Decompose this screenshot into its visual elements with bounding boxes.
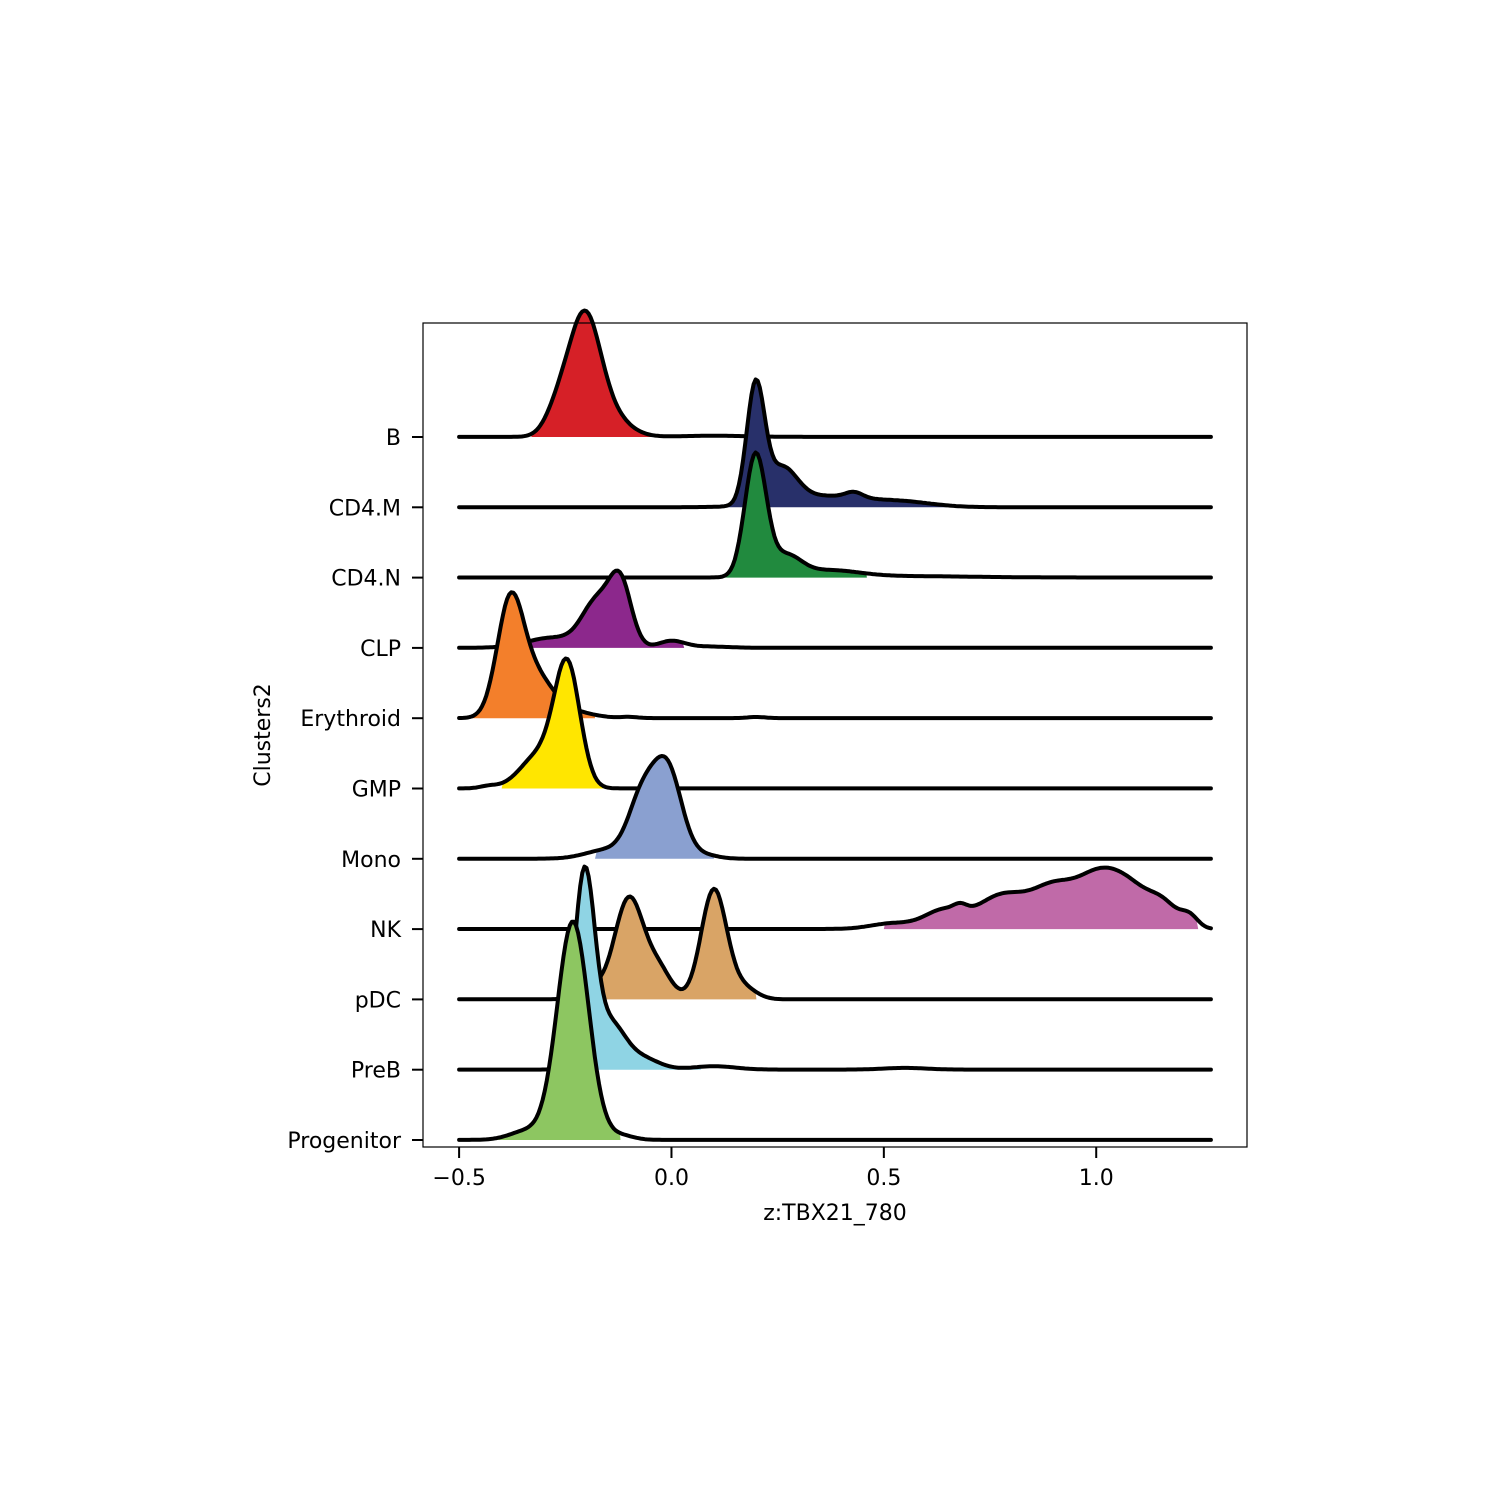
- y-tick-label: NK: [370, 918, 401, 943]
- x-tick-label: 1.0: [1079, 1166, 1114, 1191]
- ridge-fill: [578, 888, 757, 1000]
- ridge-fill: [531, 310, 821, 437]
- y-tick-label: Erythroid: [300, 707, 401, 732]
- y-tick-label: B: [386, 426, 401, 451]
- ridge-outline: [457, 568, 1213, 650]
- y-axis-title: Clusters2: [251, 683, 276, 787]
- ridge-b: [457, 308, 1213, 439]
- ridge-outline: [457, 450, 1213, 580]
- ridge-outline: [457, 308, 1213, 439]
- y-tick-label: CD4.M: [329, 496, 401, 521]
- ridge-outline: [457, 864, 1213, 1072]
- y-tick-label: CLP: [360, 637, 401, 662]
- y-tick-label: GMP: [352, 778, 401, 803]
- ridge-outline: [457, 919, 1213, 1142]
- ridge-cd4-n: [457, 450, 1213, 580]
- y-tick-label: Mono: [341, 848, 401, 873]
- ridge-fill: [883, 867, 1199, 930]
- ridge-clp: [457, 568, 1213, 650]
- x-axis: −0.5 0.0 0.5 1.0: [432, 1147, 1114, 1191]
- ridge-fill: [709, 379, 948, 508]
- ridge-cd4-m: [457, 377, 1213, 510]
- x-tick-label: 0.5: [866, 1166, 901, 1191]
- x-tick-label: −0.5: [432, 1166, 485, 1191]
- ridge-outline: [457, 590, 1213, 721]
- ridge-background: [459, 452, 1211, 578]
- ridge-outline: [457, 656, 1213, 791]
- y-tick-label: pDC: [355, 988, 401, 1013]
- y-tick-label: Progenitor: [287, 1129, 402, 1154]
- ridge-progenitor: [457, 919, 1213, 1142]
- x-axis-title: z:TBX21_780: [763, 1201, 907, 1226]
- y-axis: B CD4.M CD4.N CLP Erythroid GMP Mono NK pDC PreB P…: [287, 426, 423, 1154]
- ridge-erythroid: [457, 590, 1213, 721]
- ridge-outline: [457, 377, 1213, 510]
- ridge-fill: [518, 570, 685, 648]
- ridge-mono: [457, 754, 1213, 861]
- ridges-group: [457, 308, 1213, 1142]
- ridge-fill: [595, 756, 714, 859]
- y-tick-label: CD4.N: [331, 567, 401, 592]
- ridge-outline: [457, 754, 1213, 861]
- y-tick-label: PreB: [351, 1059, 401, 1084]
- plot-frame: [422, 322, 1248, 1148]
- ridge-gmp: [457, 656, 1213, 791]
- x-tick-label: 0.0: [654, 1166, 689, 1191]
- ridge-fill: [493, 921, 621, 1140]
